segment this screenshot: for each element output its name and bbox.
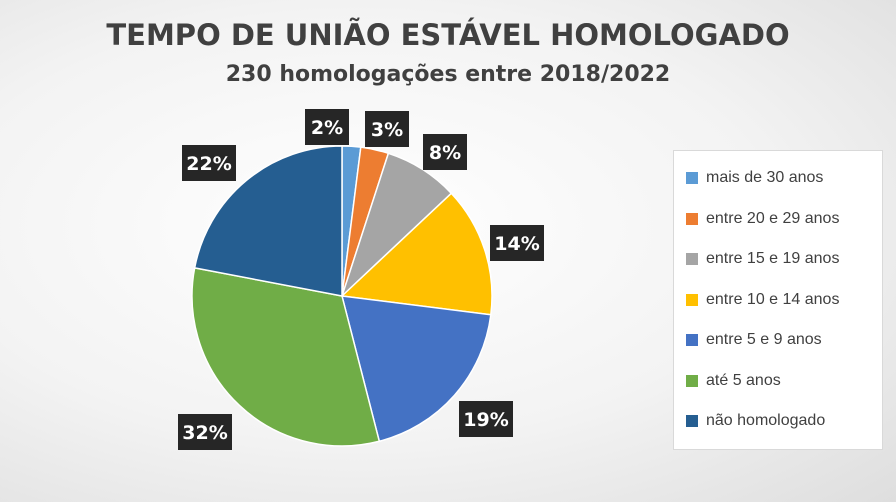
chart-title: TEMPO DE UNIÃO ESTÁVEL HOMOLOGADO [106, 18, 790, 52]
data-label-text-5: 32% [182, 422, 227, 444]
pie-slice-5 [191, 267, 381, 447]
legend-label-1: entre 20 e 29 anos [706, 209, 840, 227]
legend-label-0: mais de 30 anos [706, 169, 824, 186]
data-label-0: 2% [305, 109, 349, 145]
data-label-3: 14% [490, 225, 544, 261]
legend-swatch-6 [686, 415, 698, 427]
legend-label-5: até 5 anos [706, 371, 781, 389]
data-label-text-1: 3% [371, 119, 403, 141]
legend-swatch-1 [686, 212, 698, 225]
legend-item-1: entre 20 e 29 anos [686, 208, 839, 230]
data-label-1: 3% [365, 111, 409, 147]
data-label-text-2: 8% [429, 142, 461, 164]
legend-label-2: entre 15 e 19 anos [706, 250, 840, 267]
pie-slice-4 [340, 295, 492, 443]
legend-swatch-4 [686, 334, 698, 346]
legend-item-4: entre 5 e 9 anos [686, 329, 822, 351]
legend-item-2: entre 15 e 19 anos [686, 248, 839, 270]
legend: mais de 30 anos entre 20 e 29 anos entre 1… [673, 150, 883, 450]
legend-label-6: não homologado [706, 412, 826, 429]
data-label-4: 19% [459, 401, 513, 437]
data-label-text-6: 22% [186, 153, 231, 175]
pie-slice-6 [193, 145, 343, 297]
data-label-2: 8% [423, 134, 467, 170]
data-label-6: 22% [182, 145, 236, 181]
legend-item-6: não homologado [686, 410, 825, 432]
data-label-text-3: 14% [494, 233, 539, 255]
data-label-5: 32% [178, 414, 232, 450]
legend-label-3: entre 10 e 14 anos [706, 290, 840, 308]
legend-item-5: até 5 anos [686, 370, 781, 392]
pie-slice-3 [340, 192, 493, 316]
legend-swatch-3 [686, 293, 698, 306]
data-label-text-4: 19% [463, 409, 508, 431]
legend-item-3: entre 10 e 14 anos [686, 289, 839, 311]
legend-swatch-2 [686, 253, 698, 265]
legend-swatch-0 [686, 172, 698, 184]
data-label-text-0: 2% [311, 117, 343, 139]
chart-subtitle: 230 homologações entre 2018/2022 [225, 62, 671, 87]
legend-label-4: entre 5 e 9 anos [706, 331, 822, 348]
legend-item-0: mais de 30 anos [686, 167, 823, 189]
legend-swatch-5 [686, 374, 698, 387]
